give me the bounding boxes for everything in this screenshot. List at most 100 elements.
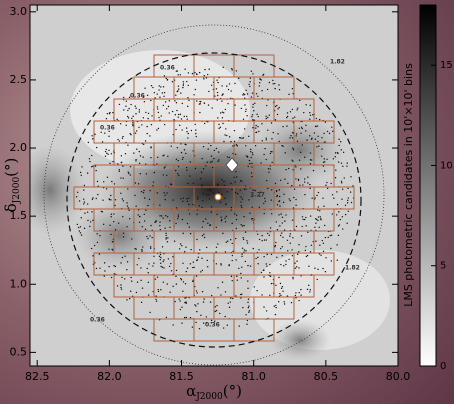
candidate-dot [163, 95, 165, 97]
candidate-dot [176, 70, 178, 72]
candidate-dot [164, 166, 166, 168]
candidate-dot [228, 306, 231, 309]
candidate-dot [192, 203, 194, 206]
candidate-dot [257, 115, 259, 118]
candidate-dot [338, 211, 340, 213]
candidate-dot [196, 259, 199, 261]
candidate-dot [143, 143, 145, 146]
candidate-dot [198, 327, 201, 330]
candidate-dot [252, 106, 254, 108]
candidate-dot [344, 213, 347, 216]
candidate-dot [286, 115, 289, 118]
candidate-dot [218, 192, 220, 194]
candidate-dot [219, 126, 222, 129]
candidate-dot [240, 201, 242, 203]
colorbar [419, 4, 437, 367]
candidate-dot [124, 278, 126, 280]
candidate-dot [223, 180, 225, 183]
candidate-dot [230, 206, 233, 209]
candidate-dot [114, 229, 117, 231]
candidate-dot [326, 187, 329, 190]
candidate-dot [87, 141, 90, 144]
candidate-dot [282, 125, 284, 128]
candidate-dot [92, 165, 94, 167]
candidate-dot [291, 184, 293, 187]
candidate-dot [82, 198, 85, 200]
candidate-dot [269, 294, 271, 297]
candidate-dot [275, 304, 277, 307]
candidate-dot [96, 180, 99, 183]
candidate-dot [162, 104, 165, 107]
candidate-dot [230, 182, 232, 185]
candidate-dot [305, 124, 307, 127]
candidate-dot [331, 194, 334, 196]
candidate-dot [222, 93, 224, 95]
candidate-dot [283, 303, 286, 305]
candidate-dot [238, 325, 240, 327]
candidate-dot [94, 133, 96, 136]
colorbar-tick-label: 15 [440, 60, 453, 71]
candidate-dot [205, 246, 208, 249]
density-field [30, 5, 398, 366]
candidate-dot [141, 124, 143, 126]
candidate-dot [162, 281, 165, 283]
candidate-dot [246, 323, 248, 325]
y-tick-label: 1.0 [10, 277, 28, 290]
candidate-dot [346, 165, 348, 167]
candidate-dot [309, 118, 311, 120]
candidate-dot [77, 226, 80, 229]
candidate-dot [138, 150, 140, 153]
candidate-dot [285, 214, 287, 216]
candidate-dot [169, 226, 171, 228]
candidate-dot [159, 228, 162, 231]
candidate-dot [217, 160, 219, 163]
candidate-dot [329, 234, 331, 237]
candidate-dot [174, 100, 176, 102]
candidate-dot [243, 128, 246, 130]
candidate-dot [166, 216, 169, 218]
candidate-dot [333, 197, 335, 199]
candidate-dot [92, 219, 94, 222]
candidate-dot [322, 242, 325, 245]
candidate-dot [309, 152, 312, 154]
candidate-dot [250, 156, 252, 159]
candidate-dot [340, 162, 343, 164]
candidate-dot [144, 87, 146, 89]
candidate-dot [308, 284, 310, 287]
candidate-dot [163, 259, 165, 261]
candidate-dot [150, 123, 153, 126]
candidate-dot [235, 144, 238, 146]
candidate-dot [180, 92, 182, 94]
candidate-dot [156, 129, 158, 131]
candidate-dot [218, 127, 220, 130]
candidate-dot [141, 249, 143, 251]
candidate-dot [88, 158, 91, 160]
candidate-dot [170, 262, 172, 265]
candidate-dot [96, 241, 99, 244]
candidate-dot [306, 288, 309, 291]
candidate-dot [121, 137, 124, 139]
candidate-dot [203, 78, 205, 80]
candidate-dot [231, 259, 233, 262]
candidate-dot [247, 280, 249, 282]
x-tick-label: 81.5 [169, 370, 194, 383]
candidate-dot [209, 301, 212, 303]
candidate-dot [327, 236, 329, 239]
candidate-dot [267, 232, 269, 235]
candidate-dot [179, 74, 182, 76]
candidate-dot [214, 320, 216, 322]
candidate-dot [114, 204, 116, 207]
candidate-dot [245, 155, 248, 157]
candidate-dot [165, 77, 167, 80]
candidate-dot [118, 169, 121, 171]
candidate-dot [248, 311, 250, 313]
candidate-dot [120, 155, 123, 157]
candidate-dot [295, 297, 297, 299]
candidate-dot [106, 152, 108, 154]
dashed-circle [66, 52, 362, 348]
candidate-dot [280, 179, 282, 181]
candidate-dot [140, 301, 143, 304]
candidate-dot [221, 111, 224, 113]
candidate-dot [294, 267, 297, 269]
candidate-dot [151, 115, 153, 117]
